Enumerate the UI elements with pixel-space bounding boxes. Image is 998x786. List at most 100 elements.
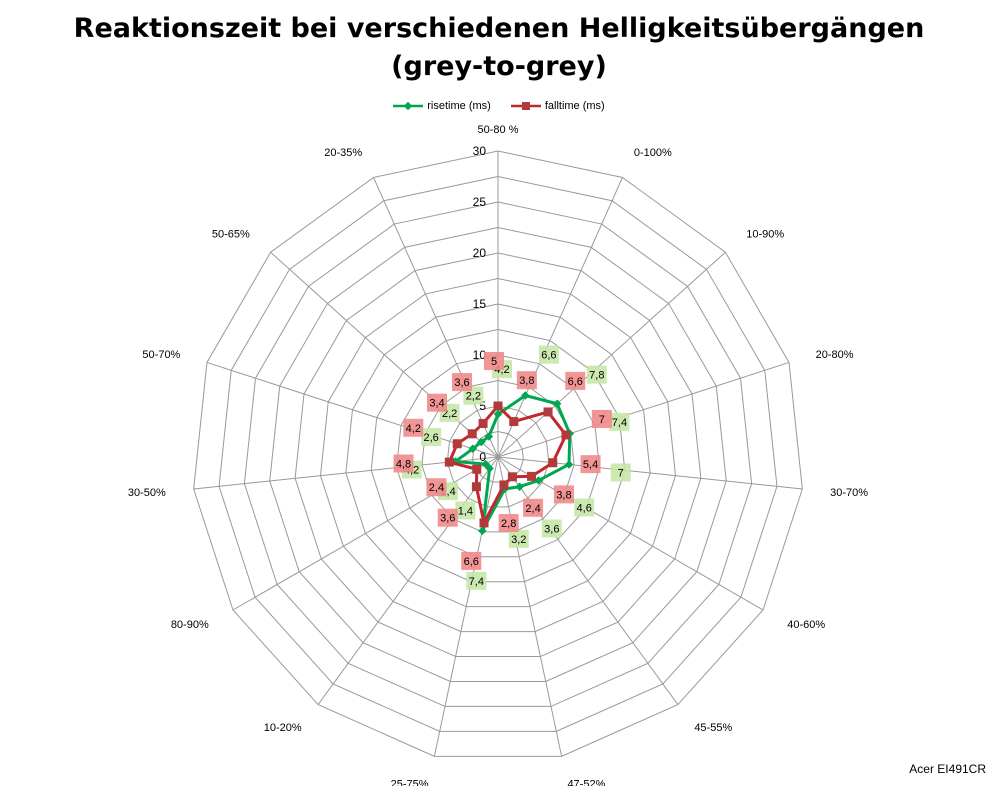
grid-spoke [497,361,790,458]
data-label-text: 3,4 [429,398,444,410]
category-label: 50-80 % [478,124,519,136]
data-label-text: 2,6 [423,432,438,444]
fall-point [478,418,488,428]
data-label-bg [484,352,504,370]
fall-data-label: 6,6 [565,371,586,390]
data-label-text: 2,4 [429,482,444,494]
category-label: 30-50% [128,487,166,499]
data-label-bg [421,427,442,446]
fall-data-label: 4,8 [393,454,414,473]
data-label-text: 2,4 [525,503,540,515]
fall-data-label: 2,4 [523,498,544,517]
grid-spoke [232,456,499,611]
rise-data-label: 2,2 [463,386,484,405]
legend-rise-marker-icon [393,101,424,111]
grid-spoke [206,361,499,458]
legend-fall-label: falltime (ms) [544,100,605,112]
data-label-bg [574,498,595,517]
rise-point [534,476,543,485]
fall-point [467,429,477,439]
fall-point [472,464,482,474]
data-label-text: 1,4 [458,505,473,517]
fall-point [479,518,489,528]
rise-point [478,526,487,536]
fall-data-label: 5,4 [580,455,601,474]
fall-data-label: 3,6 [437,508,458,527]
data-label-bg [565,371,586,390]
credit-label: Acer EI491CR [909,762,986,776]
data-label-bg [403,418,424,437]
rise-data-label: 7,4 [609,412,630,431]
fall-point [509,417,519,427]
fall-data-label: 4,2 [403,418,424,437]
data-label-bg [610,463,631,482]
grid-spoke [497,456,803,490]
rise-point [484,432,494,441]
data-label-bg [609,412,630,431]
fall-point [471,482,481,492]
rise-point [564,460,574,469]
rise-data-label: 1,4 [455,501,476,520]
data-label-text: 3,6 [544,524,559,536]
data-label-text: 6,6 [541,350,556,362]
grid-ring [243,201,753,707]
rise-point [493,409,503,419]
grid-ring [294,252,702,658]
legend-fall-marker-icon [510,102,541,110]
grid-spoke [497,456,679,705]
fall-data-label: 6,6 [461,551,482,570]
grid-spoke [270,251,499,458]
radial-tick-label: 25 [473,195,487,209]
fall-data-label: 3,4 [427,393,448,412]
grid-ring [396,354,600,558]
fall-point [548,458,558,468]
data-label-text: 7 [618,467,624,479]
data-label-text: 7 [599,414,605,426]
fall-point [452,439,462,449]
data-label-bg [516,371,537,390]
data-label-bg [451,373,472,392]
data-label-text: 2,2 [466,391,481,403]
rise-data-label: 7,8 [586,365,607,384]
grid-ring [193,150,803,757]
rise-point [481,459,490,469]
grid-ring [269,226,727,682]
grid-spoke [497,177,623,458]
data-label-bg [591,409,612,428]
data-label-text: 4,6 [577,502,592,514]
rise-data-label: 3,6 [541,519,562,538]
fall-point [444,457,454,467]
grid-spoke [497,251,726,458]
data-label-text: 7,8 [589,370,604,382]
data-label-bg [463,386,484,405]
category-label: 10-90% [746,229,784,241]
fall-point [543,407,553,417]
legend-rise-label: risetime (ms) [427,100,491,112]
fall-point [499,480,509,490]
radial-tick-label: 15 [473,297,487,311]
fall-data-label: 2,4 [426,478,447,497]
data-label-bg [426,478,447,497]
data-label-bg [523,498,544,517]
radial-tick-label: 0 [479,450,486,464]
series-line-fall [447,404,568,525]
grid-ring [319,277,677,633]
grid-spoke [433,456,499,757]
category-label: 30-70% [830,487,868,499]
rise-data-label: 4,6 [574,498,595,517]
rise-point [515,482,524,491]
data-label-text: 7,4 [469,576,484,588]
fall-data-label: 2,8 [498,514,519,533]
grid-ring [446,405,550,508]
rise-point [477,437,486,447]
data-label-text: 4,2 [406,423,421,435]
radial-tick-label: 10 [473,348,487,362]
rise-point [521,391,530,400]
data-label-text: 3,2 [511,534,526,546]
fall-data-label: 3,8 [516,371,537,390]
data-label-text: 4,8 [396,459,411,471]
data-label-text: 3,8 [519,375,534,387]
data-label-text: 3,6 [454,377,469,389]
data-label-text: 3,8 [556,489,571,501]
